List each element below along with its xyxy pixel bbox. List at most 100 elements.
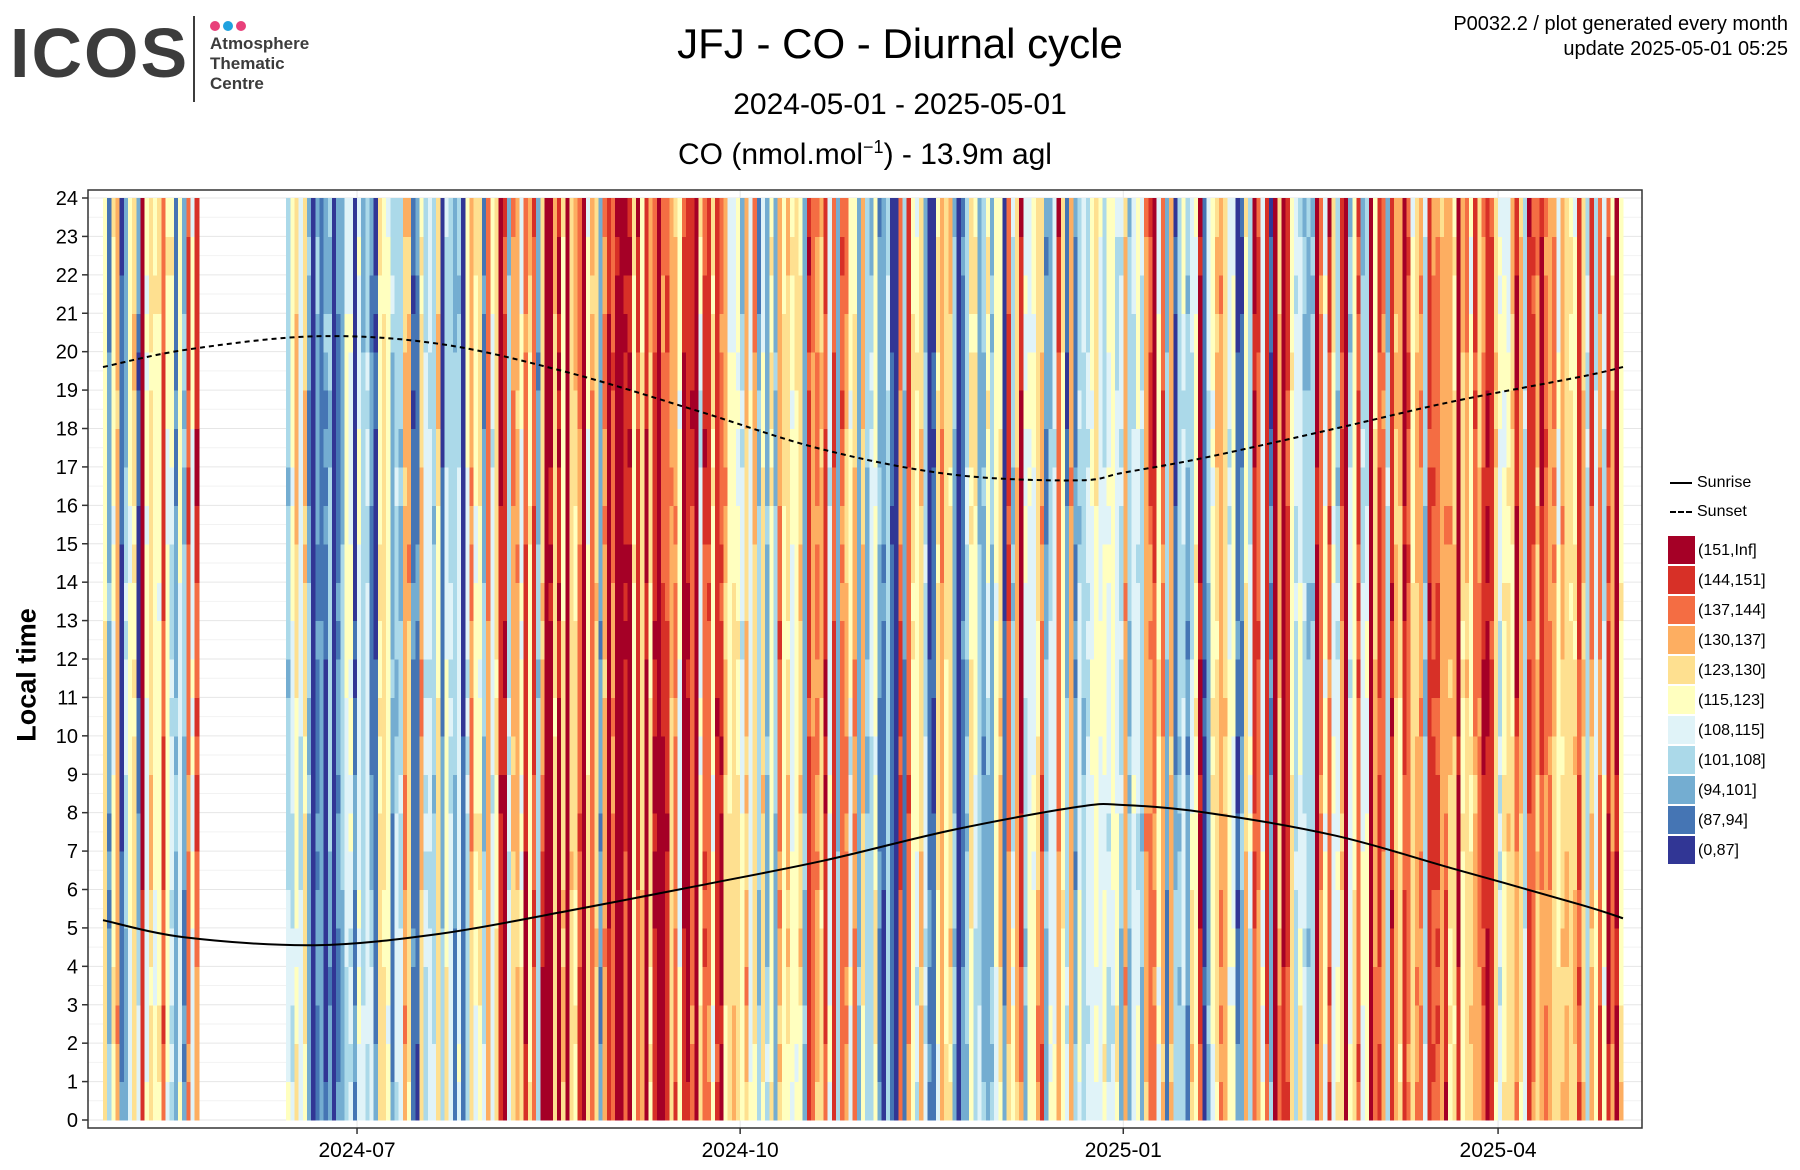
heatmap-cell [502,466,508,506]
heatmap-cell [452,966,458,1006]
heatmap-cell [144,466,150,506]
heatmap-cell [1019,1043,1024,1083]
heatmap-cell [369,697,375,737]
heatmap-cell [952,466,958,506]
heatmap-cell [923,927,929,967]
heatmap-cell [332,697,337,737]
heatmap-cell [1039,390,1045,430]
heatmap-cell [548,966,554,1006]
heatmap-cell [569,390,575,430]
heatmap-cell [765,274,770,314]
heatmap-cell [802,1081,808,1121]
heatmap-cell [765,927,770,967]
heatmap-cell [815,582,820,622]
heatmap-cell [927,697,933,737]
heatmap-cell [735,582,741,622]
heatmap-cell [111,1043,117,1083]
heatmap-cell [456,505,462,545]
heatmap-cell [456,697,462,737]
heatmap-cell [123,889,129,929]
generation-note: P0032.2 / plot generated every month upd… [1453,12,1788,62]
heatmap-cell [794,1004,800,1044]
heatmap-cell [856,1043,862,1083]
heatmap-cell [302,889,308,929]
heatmap-cell [723,351,729,391]
heatmap-cell [636,927,641,967]
heatmap-cell [781,1004,787,1044]
heatmap-cell [756,1081,762,1121]
heatmap-cell [627,198,633,238]
heatmap-cell [469,1081,475,1121]
heatmap-cell [581,428,587,468]
heatmap-cell [852,236,858,276]
heatmap-cell [132,313,137,353]
heatmap-cell [823,543,829,583]
heatmap-cell [340,466,346,506]
heatmap-cell [394,1004,400,1044]
heatmap-cell [173,697,179,737]
heatmap-cell [602,313,608,353]
heatmap-cell [910,466,916,506]
heatmap-cell [827,812,833,852]
heatmap-cell [965,812,970,852]
heatmap-cell [860,582,866,622]
heatmap-cell [481,966,487,1006]
heatmap-cell [881,1081,887,1121]
heatmap-cell [765,390,770,430]
heatmap-cell [132,735,137,775]
heatmap-cell [494,1081,500,1121]
heatmap-cell [748,351,754,391]
heatmap-cell [686,466,691,506]
heatmap-cell [611,390,616,430]
heatmap-cell [523,428,529,468]
heatmap-cell [998,466,1004,506]
heatmap-cell [415,1004,421,1044]
heatmap-cell [103,774,108,814]
heatmap-cell [769,428,775,468]
heatmap-cell [332,505,337,545]
heatmap-cell [515,697,521,737]
heatmap-cell [681,1081,687,1121]
heatmap-cell [873,428,879,468]
heatmap-cell [502,620,508,660]
heatmap-cell [123,582,129,622]
heatmap-cell [944,697,949,737]
heatmap-cell [910,851,916,891]
heatmap-cell [869,774,875,814]
heatmap-cell [719,851,725,891]
heatmap-cell [436,620,441,660]
heatmap-cell [561,505,566,545]
heatmap-cell [785,466,791,506]
heatmap-cell [415,620,421,660]
heatmap-cell [815,620,820,660]
heatmap-cell [1035,1004,1041,1044]
heatmap-cell [760,198,766,238]
heatmap-cell [1015,390,1020,430]
heatmap-cell [915,927,920,967]
heatmap-cell [577,274,583,314]
heatmap-cell [361,659,366,699]
heatmap-cell [969,889,974,929]
heatmap-cell [373,505,379,545]
heatmap-cell [344,313,350,353]
heatmap-cell [365,582,371,622]
heatmap-cell [715,812,720,852]
heatmap-cell [398,966,404,1006]
heatmap-cell [1002,466,1008,506]
heatmap-cell [848,274,854,314]
heatmap-cell [869,198,875,238]
heatmap-cell [785,351,791,391]
heatmap-cell [860,428,866,468]
heatmap-cell [873,851,879,891]
heatmap-cell [498,812,504,852]
heatmap-cell [1031,697,1037,737]
heatmap-cell [511,466,516,506]
heatmap-cell [881,697,887,737]
heatmap-cell [869,351,875,391]
heatmap-cell [619,735,625,775]
heatmap-cell [1002,543,1008,583]
heatmap-cell [686,313,691,353]
heatmap-cell [915,313,920,353]
heatmap-cell [719,1081,725,1121]
heatmap-cell [469,582,475,622]
